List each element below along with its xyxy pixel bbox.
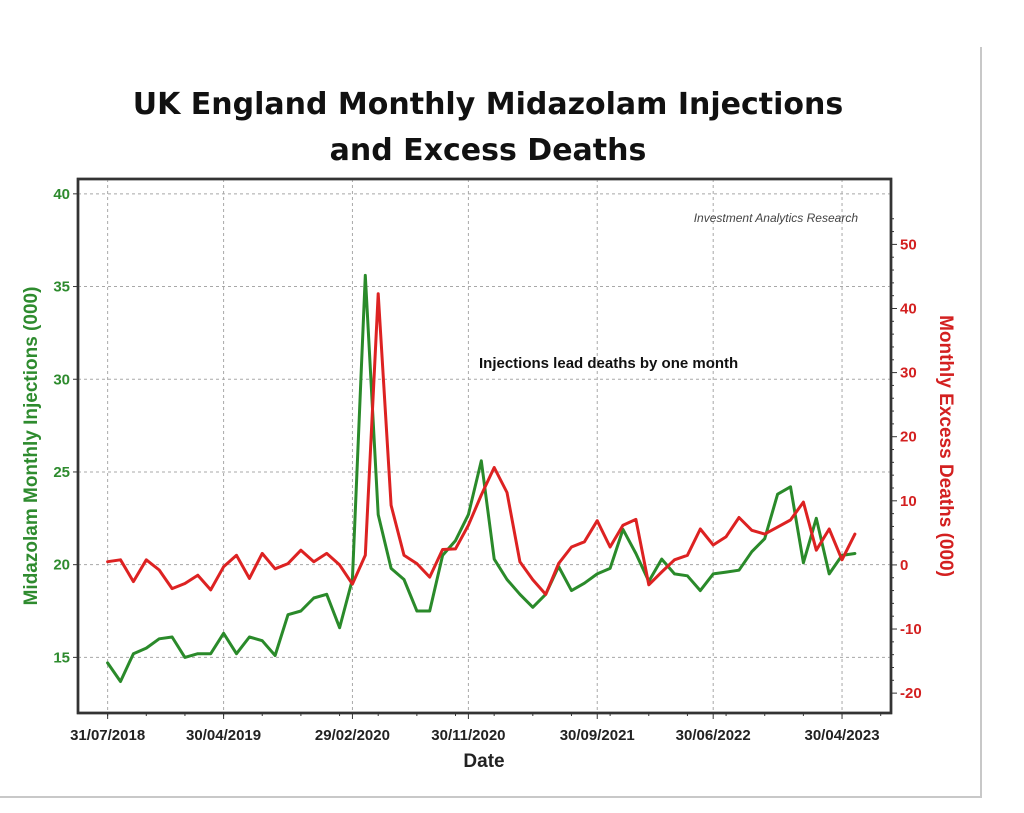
excess-deaths-line xyxy=(106,292,857,596)
midazolam-injections-point xyxy=(480,459,483,462)
midazolam-injections-point xyxy=(299,609,303,613)
midazolam-injections-point xyxy=(145,646,148,650)
midazolam-injections-point xyxy=(248,635,251,639)
midazolam-injections-point xyxy=(673,572,676,576)
midazolam-injections-point xyxy=(608,567,612,570)
image-frame-bottom-border xyxy=(0,796,982,798)
y-axis-title-left: Midazolam Monthly Injections (000) xyxy=(21,287,42,606)
left-tick-label: 15 xyxy=(53,649,70,666)
left-tick-label: 40 xyxy=(53,186,70,203)
midazolam-injections-point xyxy=(389,567,393,570)
midazolam-injections-point xyxy=(493,557,496,561)
midazolam-injections-point xyxy=(338,626,341,629)
midazolam-injections-point xyxy=(132,652,135,655)
midazolam-injections-point xyxy=(699,589,702,592)
left-tick-label: 25 xyxy=(53,464,70,481)
midazolam-injections-point xyxy=(325,593,328,596)
midazolam-injections-point xyxy=(170,635,174,639)
midazolam-injections-point xyxy=(776,493,779,496)
midazolam-injections-point xyxy=(364,274,367,277)
x-tick-label: 30/11/2020 xyxy=(431,727,505,744)
midazolam-injections-point xyxy=(119,680,122,683)
midazolam-injections-point xyxy=(815,517,818,520)
midazolam-injections-point xyxy=(312,596,315,600)
plot-border xyxy=(76,177,893,715)
midazolam-injections-point xyxy=(235,652,238,655)
right-tick-label: 40 xyxy=(900,300,917,317)
right-tick-label: 0 xyxy=(900,557,908,574)
midazolam-injections-point xyxy=(763,537,766,540)
midazolam-injections-point xyxy=(441,554,444,557)
midazolam-injections-point xyxy=(789,485,792,488)
midazolam-injections-point xyxy=(402,578,406,581)
midazolam-injections-point xyxy=(286,613,290,616)
left-tick-label: 20 xyxy=(53,557,70,574)
midazolam-injections-point xyxy=(686,574,689,577)
midazolam-injections-point xyxy=(158,637,161,640)
gridlines xyxy=(78,179,891,713)
midazolam-injections-point xyxy=(467,513,470,516)
midazolam-injections-point xyxy=(724,570,728,574)
credit-label: Investment Analytics Research xyxy=(694,211,859,225)
right-tick-label: 10 xyxy=(900,493,917,510)
midazolam-injections-point xyxy=(531,606,534,609)
right-tick-label: 20 xyxy=(900,429,917,446)
x-axis-ticks: 31/07/2018 30/04/2019 29/02/2020 30/11/2020… xyxy=(70,713,882,744)
right-axis-ticks: -20 -10 0 10 20 30 40 50 xyxy=(891,218,922,702)
midazolam-injections-point xyxy=(222,632,225,635)
midazolam-injections-point xyxy=(196,652,199,655)
image-frame-right-border xyxy=(980,47,982,798)
midazolam-injections-point xyxy=(802,561,805,564)
right-tick-label: -10 xyxy=(900,621,922,638)
midazolam-injections-point xyxy=(518,593,522,596)
y-axis-title-right: Monthly Excess Deaths (000) xyxy=(935,315,956,577)
midazolam-injections-point xyxy=(273,654,277,657)
midazolam-injections-point xyxy=(570,589,573,592)
right-tick-label: 50 xyxy=(900,236,917,253)
midazolam-injections-point xyxy=(596,572,599,576)
midazolam-injections-point xyxy=(261,639,264,642)
x-tick-label: 31/07/2018 xyxy=(70,727,145,744)
midazolam-injections-point xyxy=(209,652,212,655)
midazolam-injections-point xyxy=(505,578,509,581)
midazolam-injections-point xyxy=(106,661,109,665)
right-tick-label: -20 xyxy=(900,685,922,702)
midazolam-injections-point xyxy=(583,582,586,585)
midazolam-injections-point xyxy=(377,513,380,516)
midazolam-injections-point xyxy=(183,656,187,659)
midazolam-injections-point xyxy=(712,572,715,576)
right-tick-label: 30 xyxy=(900,365,917,382)
left-tick-label: 30 xyxy=(53,371,70,388)
plot-area xyxy=(76,177,893,715)
midazolam-injections-point xyxy=(750,550,753,553)
midazolam-injections-point xyxy=(737,569,741,572)
midazolam-injections-point xyxy=(415,609,419,613)
x-tick-label: 30/04/2019 xyxy=(186,727,261,744)
chart-title-line-1: UK England Monthly Midazolam Injections xyxy=(133,87,844,122)
x-tick-label: 29/02/2020 xyxy=(315,727,390,744)
midazolam-injections-point xyxy=(853,552,857,555)
midazolam-injections-point xyxy=(828,572,831,576)
x-axis-title: Date xyxy=(463,751,504,772)
chart-title-line-2: and Excess Deaths xyxy=(330,133,647,168)
x-tick-label: 30/04/2023 xyxy=(805,727,880,744)
midazolam-injections-point xyxy=(454,539,457,542)
annotation-label: Injections lead deaths by one month xyxy=(479,355,738,372)
series-layer xyxy=(106,273,857,683)
midazolam-injections-point xyxy=(634,552,638,555)
left-axis-ticks: 15 20 25 30 35 40 xyxy=(53,186,78,666)
midazolam-injections-point xyxy=(660,557,663,561)
x-tick-label: 30/09/2021 xyxy=(560,727,635,744)
left-tick-label: 35 xyxy=(53,279,70,296)
midazolam-injections-point xyxy=(428,609,431,613)
x-tick-label: 30/06/2022 xyxy=(676,727,751,744)
